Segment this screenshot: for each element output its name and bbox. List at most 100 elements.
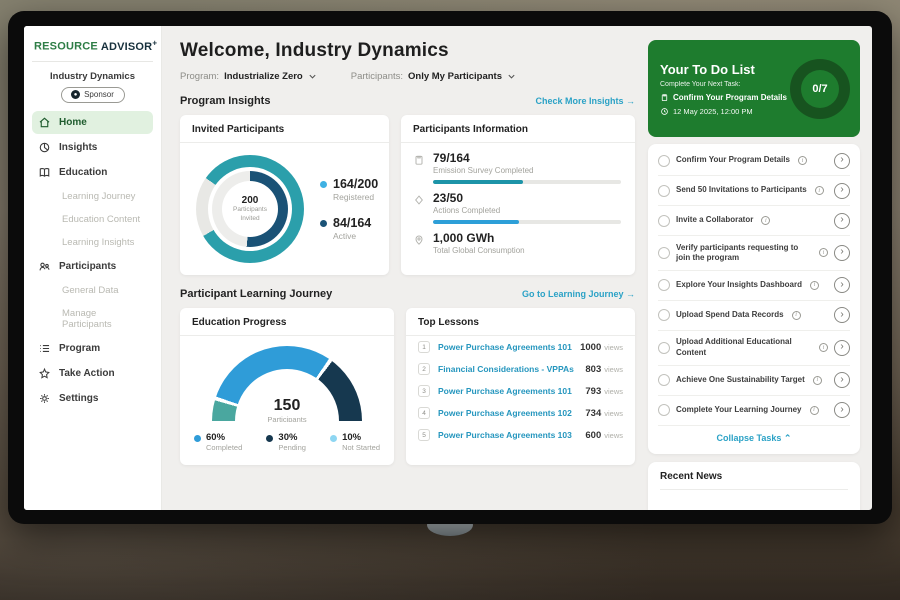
lesson-rank-badge: 1 [418,341,430,353]
gauge-center-value: 150 [273,397,301,414]
info-icon[interactable]: i [797,156,807,165]
legend-dot [320,220,327,227]
task-checkbox[interactable] [658,404,670,417]
task-checkbox[interactable] [658,154,670,167]
clipboard-icon [660,93,669,102]
lesson-rank-badge: 3 [418,385,430,397]
info-icon[interactable]: i [791,310,801,320]
stat-emission-survey: 79/164 Emission Survey Completed [413,151,621,184]
sidebar-item-take-action[interactable]: Take Action [32,362,153,385]
task-checkbox[interactable] [658,184,670,197]
lesson-title-link[interactable]: Financial Considerations - VPPAs [438,364,574,374]
lesson-rank-badge: 5 [418,429,430,441]
sidebar-item-program[interactable]: Program [32,337,153,360]
stat-global-consumption: 1,000 GWh Total Global Consumption [413,231,621,255]
info-icon[interactable]: i [819,248,828,258]
sidebar-item-manage-participants[interactable]: Manage Participants [62,307,112,330]
card-title: Invited Participants [180,115,389,143]
lesson-row: 1 Power Purchase Agreements 101 1000 vie… [406,336,635,358]
legend-registered: 164/200 Registered [320,177,378,202]
sidebar: RESOURCE ADVISOR+ Industry Dynamics ● Sp… [24,26,162,510]
logo-secondary: ADVISOR+ [100,38,158,53]
invited-participants-donut-chart: 200 Participants Invited [196,155,304,263]
sidebar-item-education-content[interactable]: Education Content [62,213,141,225]
chevron-right-icon[interactable]: › [834,277,850,294]
task-checkbox[interactable] [658,246,670,259]
stat-actions-completed: 23/50 Actions Completed [413,191,621,224]
section-title-program-insights: Program Insights [180,95,271,107]
todo-progress-value: 0/7 [801,69,839,108]
lesson-row: 4 Power Purchase Agreements 102 734 view… [406,402,635,424]
chevron-right-icon[interactable]: › [834,307,850,324]
task-checkbox[interactable] [658,341,670,354]
lesson-title-link[interactable]: Power Purchase Agreements 101 [438,386,572,396]
info-icon[interactable]: i [819,343,828,353]
lesson-title-link[interactable]: Power Purchase Agreements 101 [438,342,572,352]
task-row[interactable]: Verify participants requesting to join t… [658,236,850,271]
arrow-right-icon: → [626,96,635,106]
info-icon[interactable]: i [809,280,819,290]
task-checkbox[interactable] [658,374,670,387]
sidebar-item-settings[interactable]: Settings [32,387,153,410]
sidebar-item-general-data[interactable]: General Data [62,284,119,296]
chevron-right-icon[interactable]: › [834,402,850,419]
task-row[interactable]: Upload Additional Educational Content i … [658,331,850,366]
filter-bar: Program: Industrialize Zero Participants… [180,71,635,82]
todo-progress-ring: 0/7 [790,58,850,119]
chevron-right-icon[interactable]: › [834,212,850,229]
check-more-insights-link[interactable]: Check More Insights → [535,96,635,106]
info-icon[interactable]: i [761,216,771,225]
task-row[interactable]: Send 50 Invitations to Participants i › [658,176,850,206]
lesson-title-link[interactable]: Power Purchase Agreements 102 [438,408,572,418]
chevron-right-icon[interactable]: › [834,182,850,199]
sidebar-item-education[interactable]: Education [32,161,153,184]
task-list-card: Confirm Your Program Details i › Send 50… [648,144,860,454]
recent-news-card: Recent News [648,461,860,510]
education-progress-card: Education Progress 150 Participants [180,308,394,465]
todo-next-task[interactable]: Confirm Your Program Details [660,93,787,102]
program-filter-dropdown[interactable]: Program: Industrialize Zero [180,71,317,82]
legend-active: 84/164 Active [320,216,378,241]
lesson-title-link[interactable]: Power Purchase Agreements 103 [438,430,572,440]
participants-filter-dropdown[interactable]: Participants: Only My Participants [351,71,516,82]
task-checkbox[interactable] [658,309,670,322]
info-icon[interactable]: i [812,375,822,385]
task-row[interactable]: Confirm Your Program Details i › [658,146,850,176]
info-icon[interactable]: i [814,186,824,195]
card-title: Participants Information [401,115,635,143]
task-checkbox[interactable] [658,279,670,292]
task-row[interactable]: Invite a Collaborator i › [658,206,850,236]
chevron-down-icon [308,72,317,81]
lesson-row: 5 Power Purchase Agreements 103 600 view… [406,424,635,446]
donut-center-value: 200 [241,195,259,207]
legend-dot [320,181,327,188]
actions-progress-bar [433,220,621,224]
info-icon[interactable]: i [809,405,819,415]
task-row[interactable]: Achieve One Sustainability Target i › [658,366,850,396]
chevron-right-icon[interactable]: › [834,339,850,356]
task-row[interactable]: Upload Spend Data Records i › [658,301,850,331]
recent-news-title: Recent News [660,471,848,490]
lesson-row: 3 Power Purchase Agreements 101 793 view… [406,380,635,402]
legend-completed: 60% Completed [194,432,242,452]
go-to-learning-journey-link[interactable]: Go to Learning Journey → [521,289,635,299]
invited-participants-card: Invited Participants 200 Participants In… [180,115,389,275]
chevron-right-icon[interactable]: › [834,244,850,261]
insights-icon [38,141,51,154]
task-row[interactable]: Complete Your Learning Journey i › [658,396,850,426]
sidebar-item-learning-insights[interactable]: Learning Insights [62,236,135,248]
sidebar-item-home[interactable]: Home [32,110,153,134]
task-row[interactable]: Explore Your Insights Dashboard i › [658,271,850,301]
emission-progress-bar [433,180,621,184]
card-title: Education Progress [180,308,394,336]
sidebar-item-insights[interactable]: Insights [32,136,153,159]
sidebar-item-learning-journey[interactable]: Learning Journey [62,190,136,202]
program-icon [38,342,51,355]
legend-dot [194,435,201,442]
chevron-right-icon[interactable]: › [834,372,850,389]
chevron-right-icon[interactable]: › [834,152,850,169]
sidebar-item-participants[interactable]: Participants [32,255,153,278]
task-checkbox[interactable] [658,214,670,227]
logo-primary: RESOURCE [34,40,98,53]
collapse-tasks-link[interactable]: Collapse Tasks ⌃ [716,432,792,443]
